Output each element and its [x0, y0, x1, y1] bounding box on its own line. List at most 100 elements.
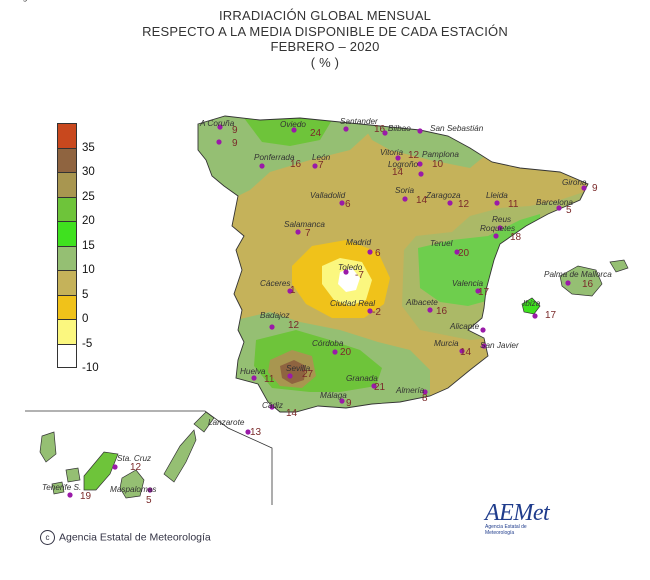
station-value: 17	[545, 310, 557, 321]
station-name: San Sebastián	[430, 124, 484, 133]
station-value: 7	[318, 160, 324, 171]
station-name: Vitoria	[380, 148, 404, 157]
title-line-2: RESPECTO A LA MEDIA DISPONIBLE DE CADA E…	[142, 23, 508, 39]
station-value: 16	[436, 306, 448, 317]
station-name: Soria	[395, 186, 415, 195]
station-dot	[497, 225, 503, 231]
tenerife-island	[83, 451, 119, 491]
station-dot	[556, 205, 562, 211]
logo-mark: AEMet	[485, 500, 550, 526]
station-value: 14	[392, 167, 404, 178]
stations-layer: A Coruña9Santiago9Santander16BilbaoSan S…	[0, 0, 612, 506]
legend-swatch	[57, 245, 77, 270]
station-value: 11	[508, 199, 519, 210]
station-name: Bilbao	[388, 124, 411, 133]
station-marker: San Javier	[480, 341, 519, 350]
station-dot	[343, 126, 349, 132]
station-dot	[447, 200, 453, 206]
station-value: 16	[582, 279, 594, 290]
station-name: Barcelona	[536, 198, 573, 207]
legend-label: 30	[82, 166, 95, 178]
title-line-1: IRRADIACIÓN GLOBAL MENSUAL	[218, 8, 432, 23]
station-dot	[382, 130, 388, 136]
station-name: Alicante	[449, 322, 480, 331]
station-value: 9	[232, 125, 238, 136]
station-marker: Logroño 10	[388, 159, 444, 170]
station-value: 18	[510, 232, 522, 243]
station-marker: Girona 9	[562, 178, 598, 194]
station-value: 1	[290, 285, 296, 296]
station-value: 9	[232, 138, 238, 149]
station-marker: Toledo-7	[338, 263, 364, 281]
station-marker: Bilbao	[382, 124, 411, 136]
station-marker: Reus	[492, 215, 511, 231]
station-name: Granada	[346, 374, 378, 383]
station-dot	[475, 288, 481, 294]
station-value: 20	[340, 347, 352, 358]
station-dot	[395, 155, 401, 161]
station-dot	[565, 280, 571, 286]
station-name: Reus	[492, 215, 511, 224]
station-marker: Santiago 9	[0, 0, 238, 149]
legend-label: -10	[82, 362, 99, 374]
station-dot	[339, 398, 345, 404]
station-dot	[418, 171, 424, 177]
legend-swatch	[57, 123, 77, 148]
legend-label: -5	[82, 337, 93, 350]
station-dot	[339, 200, 345, 206]
mallorca-island	[559, 265, 603, 297]
legend-label: 35	[82, 141, 95, 154]
station-dot	[459, 348, 465, 354]
legend-swatch	[57, 343, 77, 368]
station-name: Lleida	[486, 191, 508, 200]
station-name: Almería	[395, 386, 425, 395]
station-name: Teruel	[430, 239, 453, 248]
fuerteventura-island	[163, 429, 197, 483]
station-dot	[481, 343, 487, 349]
balearic-islands	[521, 259, 629, 315]
station-dot	[367, 308, 373, 314]
station-name: Ciudad Real	[330, 299, 375, 308]
station-marker: Oviedo 24	[280, 120, 322, 139]
legend-row: 15	[57, 221, 127, 252]
legend-label: 15	[82, 239, 95, 252]
station-dot	[147, 487, 153, 493]
legend-label: 25	[82, 190, 95, 203]
legend-swatch	[57, 172, 77, 197]
station-name: Salamanca	[284, 220, 325, 229]
station-marker: Madrid 6	[346, 238, 381, 259]
station-name: Santiago	[0, 0, 33, 2]
station-dot	[371, 383, 377, 389]
station-value: 5	[146, 495, 152, 506]
ibiza-island	[521, 297, 541, 315]
station-value: 14	[286, 408, 298, 419]
station-dot	[494, 200, 500, 206]
station-marker: Vitoria 12	[380, 148, 420, 161]
legend-swatch	[57, 221, 77, 246]
station-value: 16	[290, 159, 302, 170]
station-marker: Tenerife S.19	[42, 483, 92, 502]
station-name: Badajoz	[260, 311, 290, 320]
station-name: Málaga	[320, 391, 347, 400]
station-value: 12	[130, 462, 142, 473]
logo-subtitle: Agencia Estatal de Meteorología	[485, 524, 527, 536]
legend-label: 5	[82, 288, 89, 301]
station-marker: Lanzarote 13	[208, 418, 262, 438]
station-value: 12	[288, 320, 300, 331]
station-dot	[295, 229, 301, 235]
station-value: 9	[592, 183, 598, 194]
station-value: 19	[80, 491, 92, 502]
station-dot	[422, 389, 428, 395]
